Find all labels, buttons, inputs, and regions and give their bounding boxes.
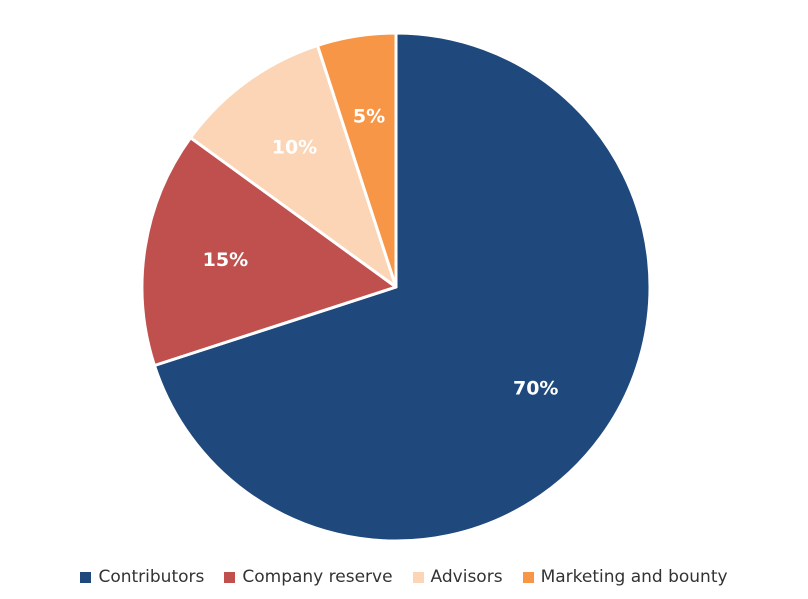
legend-item-advisors: Advisors — [412, 567, 503, 587]
legend-label-contributors: Contributors — [98, 567, 205, 587]
legend-swatch-marketing-and-bounty — [522, 571, 534, 583]
legend-swatch-company-reserve — [224, 571, 236, 583]
legend-item-marketing-and-bounty: Marketing and bounty — [522, 567, 728, 587]
data-label-contributors: 70% — [513, 378, 558, 400]
pie-slice-company-reserve — [140, 136, 398, 367]
legend-label-marketing-and-bounty: Marketing and bounty — [540, 567, 728, 587]
pie-slice-contributors — [152, 31, 652, 543]
legend: Contributors Company reserve Advisors Marke… — [0, 562, 808, 592]
data-label-company-reserve: 15% — [203, 249, 248, 271]
legend-swatch-advisors — [412, 571, 424, 583]
data-label-marketing-and-bounty: 5% — [353, 105, 385, 127]
data-label-advisors: 10% — [272, 136, 317, 158]
legend-item-contributors: Contributors — [80, 567, 204, 587]
legend-label-advisors: Advisors — [430, 567, 503, 587]
legend-swatch-contributors — [80, 571, 92, 583]
pie-slice-advisors — [189, 43, 398, 289]
pie-slice-marketing-and-bounty — [316, 31, 398, 289]
legend-item-company-reserve: Company reserve — [224, 567, 393, 587]
pie-chart-plot: 70% 15% 10% 5% — [140, 31, 652, 543]
legend-label-company-reserve: Company reserve — [242, 567, 393, 587]
